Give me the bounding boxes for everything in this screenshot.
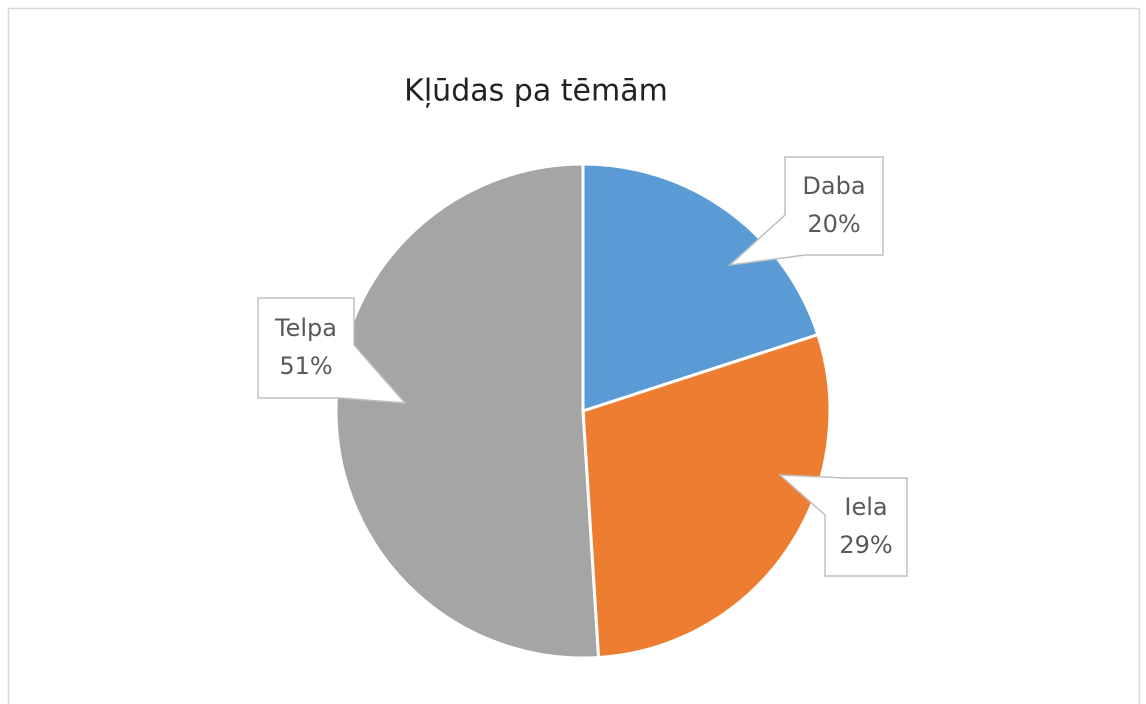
data-label: 20% bbox=[807, 210, 860, 238]
category-label: Iela bbox=[844, 493, 887, 521]
data-callout bbox=[727, 156, 884, 267]
pie-slice bbox=[334, 162, 601, 660]
data-label: 29% bbox=[839, 531, 892, 559]
data-callout bbox=[257, 297, 407, 404]
pie-slice bbox=[581, 162, 820, 414]
category-label: Telpa bbox=[274, 314, 337, 342]
data-label: 51% bbox=[279, 352, 332, 380]
category-label: Daba bbox=[802, 172, 865, 200]
chart-title: Kļūdas pa tēmām bbox=[404, 74, 668, 109]
data-callout bbox=[777, 474, 908, 577]
pie-slice bbox=[581, 332, 832, 660]
